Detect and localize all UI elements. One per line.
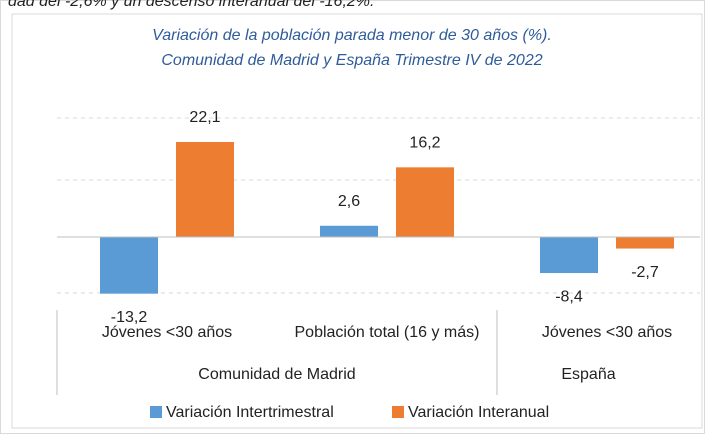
value-label: 22,1 (189, 109, 220, 126)
chart-title: Comunidad de Madrid y España Trimestre I… (161, 52, 542, 69)
value-label: -8,4 (555, 288, 583, 305)
group-label: España (561, 366, 615, 383)
bar (616, 236, 674, 249)
x-tick-label: Jóvenes <30 años (102, 324, 232, 341)
bar (540, 236, 598, 274)
legend-label: Variación Intertrimestral (166, 404, 334, 421)
header-text: dad del -2,6% y un descenso interanual d… (8, 0, 374, 10)
chart-area (11, 13, 703, 429)
x-tick-label: Población total (16 y más) (295, 324, 480, 341)
legend-label: Variación Interanual (408, 404, 549, 421)
value-label: -2,7 (631, 264, 659, 281)
group-label: Comunidad de Madrid (198, 366, 355, 383)
bar (100, 236, 158, 294)
grid (57, 117, 700, 294)
legend-swatch (150, 406, 162, 418)
bar (396, 167, 454, 237)
x-tick-label: Jóvenes <30 años (542, 324, 672, 341)
legend-swatch (392, 406, 404, 418)
bar (320, 225, 378, 237)
value-label: 2,6 (338, 193, 360, 210)
chart-title: Variación de la población parada menor d… (152, 27, 552, 44)
value-label: -13,2 (111, 309, 148, 326)
value-label: 16,2 (409, 135, 440, 152)
bar (176, 141, 234, 237)
